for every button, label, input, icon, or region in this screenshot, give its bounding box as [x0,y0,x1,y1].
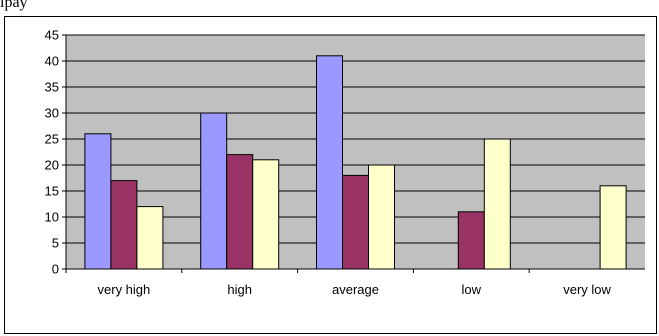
bar-3 [483,138,511,270]
bar-3 [136,206,164,270]
clipped-top-text: ipay [0,0,28,11]
bar-1 [84,133,112,270]
y-tick-label: 45 [45,28,59,43]
y-tick-labels: 0 5 10 15 20 25 30 35 40 45 [45,28,59,277]
category-label: high [227,282,252,297]
bar-3 [252,159,280,270]
y-tick-label: 15 [45,184,59,199]
bar-1 [200,112,228,270]
y-tick-label: 30 [45,106,59,121]
y-tick-label: 10 [45,210,59,225]
y-tick-label: 40 [45,54,59,69]
category-labels: very high high average low very low [98,282,612,297]
category-label: low [462,282,482,297]
bar-2 [457,211,485,270]
category-label: average [332,282,379,297]
y-tick-label: 0 [52,262,59,277]
axes [62,34,645,273]
bar-3 [368,164,395,270]
bar-1 [316,55,343,270]
y-tick-label: 5 [52,236,59,251]
bar-2 [342,174,369,270]
bar-2 [226,154,254,270]
y-tick-label: 35 [45,80,59,95]
category-label: very high [98,282,151,297]
bar-3 [599,185,627,270]
y-tick-label: 20 [45,158,59,173]
y-tick-label: 25 [45,132,59,147]
bars [84,55,627,270]
bar-2 [110,180,138,270]
category-label: very low [563,282,611,297]
